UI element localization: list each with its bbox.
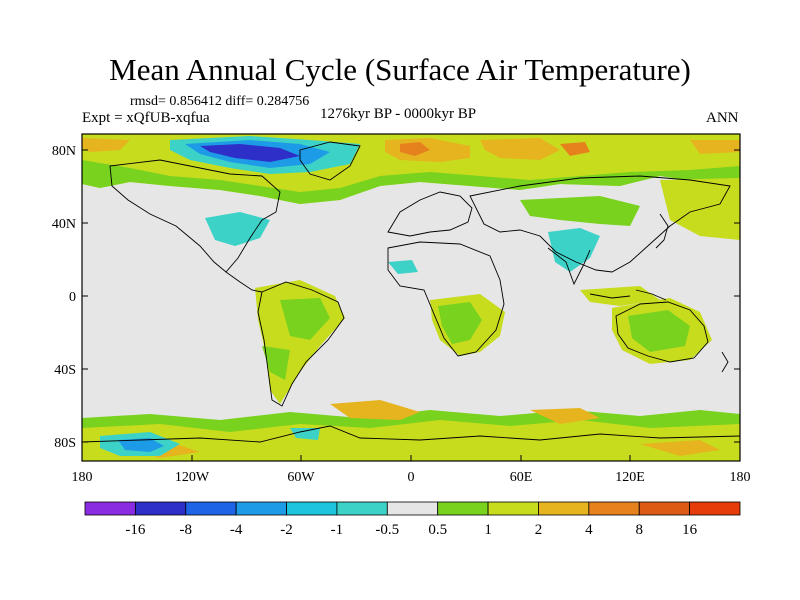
lon-label-0: 0 <box>408 470 415 485</box>
anomaly-fields <box>82 134 740 461</box>
colorbar-box-6 <box>386 501 439 516</box>
lon-label-120e: 120E <box>615 470 645 485</box>
colorbar-label-7: 1 <box>484 522 492 538</box>
africa-green <box>438 302 482 344</box>
longitude-ticks <box>81 455 741 461</box>
colorbar-label-1: -8 <box>180 522 193 538</box>
colorbar-box-5 <box>336 501 388 516</box>
season-label: ANN <box>706 110 739 126</box>
asia-cold <box>548 228 600 272</box>
coast-new-zealand <box>721 351 729 373</box>
arctic-green-patches <box>82 160 740 204</box>
n-america-cold <box>205 212 270 246</box>
antarctic-colder <box>118 438 164 452</box>
stats-label: rmsd= 0.856412 diff= 0.284756 <box>130 94 310 109</box>
coast-india <box>547 247 591 286</box>
colorbar-label-5: -0.5 <box>375 522 399 538</box>
period-label: 1276kyr BP - 0000kyr BP <box>320 106 477 122</box>
lon-label-180w: 180 <box>72 470 93 485</box>
colorbar-box-2 <box>185 501 237 516</box>
lat-label-40s: 40S <box>54 363 76 378</box>
colorbar-label-4: -1 <box>331 522 344 538</box>
lon-label-180e: 180 <box>730 470 751 485</box>
experiment-label: Expt = xQfUB-xqfua <box>82 110 210 126</box>
arctic-hot-spots <box>400 142 590 156</box>
lat-label-0: 0 <box>69 290 76 305</box>
latitude-ticks <box>82 149 740 443</box>
coast-asia <box>469 175 731 273</box>
coast-europe <box>387 191 473 237</box>
colorbar-label-8: 2 <box>535 522 543 538</box>
colorbar-label-10: 8 <box>635 522 643 538</box>
colorbar-label-11: 16 <box>682 522 698 538</box>
china-green <box>520 196 640 226</box>
lat-label-80n: 80N <box>52 144 76 159</box>
coast-indonesia <box>589 289 667 301</box>
antarctic-warm <box>82 420 740 461</box>
lon-label-60e: 60E <box>510 470 533 485</box>
coastlines <box>82 141 740 443</box>
coast-north-america <box>109 159 281 273</box>
colorbar-box-10 <box>588 501 640 516</box>
lat-label-40n: 40N <box>52 217 76 232</box>
chart-title: Mean Annual Cycle (Surface Air Temperatu… <box>109 52 691 87</box>
coast-antarctica <box>82 425 740 443</box>
lon-label-60w: 60W <box>287 470 315 485</box>
south-america-green <box>262 298 330 380</box>
coast-africa <box>387 241 505 357</box>
colorbar-box-12 <box>689 501 741 516</box>
coast-south-america <box>257 281 345 407</box>
colorbar-box-3 <box>235 501 287 516</box>
colorbar-box-1 <box>134 501 187 516</box>
colorbar-label-6: 0.5 <box>428 522 447 538</box>
colorbar-box-0 <box>84 501 136 516</box>
colorbar-label-2: -4 <box>230 522 243 538</box>
coast-japan <box>655 213 669 249</box>
colorbar-box-7 <box>437 501 489 516</box>
lat-label-80s: 80S <box>54 436 76 451</box>
colorbar-box-11 <box>638 501 691 516</box>
colorbar-box-4 <box>286 501 338 516</box>
colorbar: -16 -8 -4 -2 -1 -0.5 0.5 1 2 4 8 16 <box>84 501 741 538</box>
sahara-cold <box>388 260 418 274</box>
coast-central-america <box>225 271 263 293</box>
colorbar-label-3: -2 <box>280 522 293 538</box>
coast-australia <box>615 301 709 363</box>
colorbar-label-9: 4 <box>585 522 593 538</box>
greenland-coldest <box>200 144 300 162</box>
australia-green <box>628 310 690 352</box>
colorbar-box-9 <box>538 501 590 516</box>
antarctic-orange <box>120 400 720 458</box>
lon-label-120w: 120W <box>175 470 210 485</box>
colorbar-box-8 <box>487 501 539 516</box>
coast-greenland <box>299 141 361 181</box>
colorbar-label-0: -16 <box>125 522 145 538</box>
